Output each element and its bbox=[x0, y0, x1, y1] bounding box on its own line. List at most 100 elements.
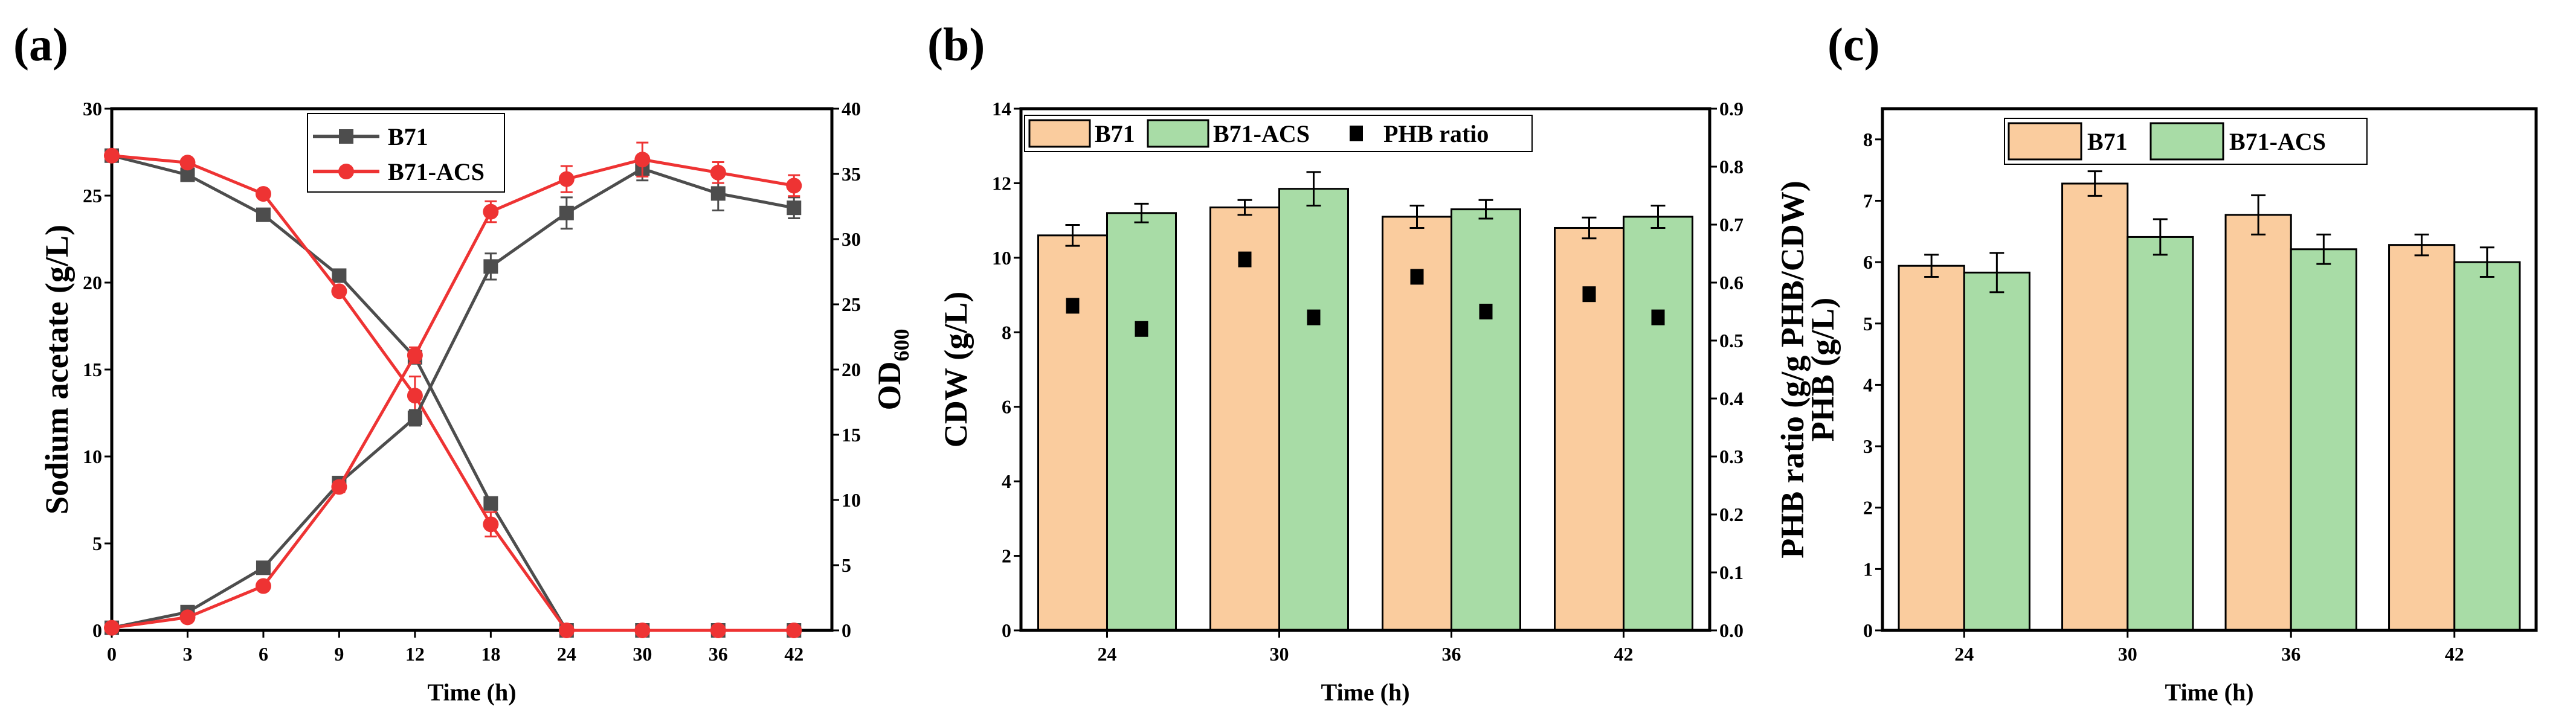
plot-frame bbox=[110, 107, 834, 632]
bar-b71 bbox=[1209, 207, 1280, 632]
y-right-tick-label: 5 bbox=[842, 554, 851, 576]
phb-ratio-point bbox=[1651, 309, 1665, 325]
panel-a-ylabel: Sodium acetate (g/L) bbox=[39, 225, 75, 514]
x-tick-label: 42 bbox=[2445, 643, 2464, 665]
y-tick-label: 25 bbox=[83, 185, 102, 207]
y-right-tick-label: 15 bbox=[842, 424, 861, 446]
panel-b-xlabel: Time (h) bbox=[1321, 679, 1409, 706]
data-point bbox=[483, 516, 499, 533]
panel-a: (a) Sodium acetate (g/L) OD600 Time (h) … bbox=[13, 18, 913, 706]
series-b71-acetate bbox=[105, 148, 802, 638]
y-tick-label: 0 bbox=[1863, 620, 1873, 641]
data-point bbox=[483, 203, 499, 220]
data-point bbox=[786, 623, 802, 638]
panel-a-legend: B71 B71-ACS bbox=[307, 113, 505, 193]
y-tick-label: 8 bbox=[1002, 321, 1011, 343]
legend-swatch bbox=[1147, 119, 1209, 148]
legend-label-b71: B71 bbox=[388, 123, 428, 150]
y-tick-label: 7 bbox=[1863, 190, 1873, 211]
bar-b71-acs bbox=[2290, 248, 2357, 632]
data-point bbox=[104, 147, 120, 164]
legend-label: B71 bbox=[1095, 120, 1135, 147]
data-point bbox=[483, 496, 498, 511]
legend-marker bbox=[1350, 126, 1363, 141]
plot-frame bbox=[1881, 107, 2538, 632]
data-point bbox=[407, 388, 423, 404]
bar-b71 bbox=[2224, 214, 2292, 632]
y-right-tick-label: 0.9 bbox=[1719, 98, 1744, 120]
bar-b71 bbox=[2388, 244, 2456, 632]
y-tick-label: 0 bbox=[92, 620, 102, 641]
phb-ratio-point bbox=[1410, 269, 1424, 285]
y-right-tick-label: 40 bbox=[842, 98, 861, 120]
data-point bbox=[179, 155, 196, 171]
data-point bbox=[634, 152, 651, 168]
y-right-tick-label: 0.4 bbox=[1719, 388, 1744, 409]
phb-ratio-point bbox=[1238, 251, 1252, 267]
data-point bbox=[255, 186, 271, 202]
y-right-tick-label: 0.3 bbox=[1719, 446, 1744, 467]
y-tick-label: 8 bbox=[1863, 129, 1873, 150]
data-point bbox=[787, 200, 802, 216]
x-tick-label: 0 bbox=[107, 643, 117, 665]
data-point bbox=[634, 623, 651, 638]
x-tick-label: 36 bbox=[2281, 643, 2301, 665]
data-point bbox=[179, 609, 196, 626]
phb-ratio-point bbox=[1307, 309, 1321, 325]
data-point bbox=[331, 479, 347, 495]
data-point bbox=[256, 207, 271, 222]
data-point bbox=[104, 620, 120, 636]
panel-c: (c) PHB (g/L) Time (h) 0 1 2 3 4 5 6 7 8 24 30 36 42… bbox=[1805, 18, 2538, 706]
data-point bbox=[407, 347, 423, 364]
y-right-tick-label: 0.7 bbox=[1719, 214, 1744, 235]
plot-frame bbox=[1019, 107, 1711, 632]
legend-swatch bbox=[2008, 122, 2082, 161]
legend-label-acs: B71-ACS bbox=[388, 158, 485, 185]
y-tick-label: 15 bbox=[83, 359, 102, 380]
data-point bbox=[559, 205, 574, 220]
data-point bbox=[710, 623, 726, 638]
data-point bbox=[558, 623, 575, 638]
x-tick-label: 36 bbox=[709, 643, 728, 665]
y-right-tick-label: 35 bbox=[842, 163, 861, 185]
data-point bbox=[255, 578, 271, 594]
y-right-tick-label: 30 bbox=[842, 228, 861, 250]
x-tick-label: 24 bbox=[1954, 643, 1974, 665]
data-point bbox=[710, 164, 726, 181]
series-b71-acs-acetate bbox=[104, 147, 802, 638]
y-tick-label: 5 bbox=[1863, 313, 1873, 335]
legend-marker-b71 bbox=[339, 129, 353, 144]
bar-b71-acs bbox=[1623, 216, 1693, 632]
od-label: OD bbox=[871, 362, 907, 411]
data-point bbox=[786, 178, 802, 194]
legend-label: PHB ratio bbox=[1383, 120, 1489, 147]
y-tick-label: 30 bbox=[83, 98, 102, 120]
panel-a-label: (a) bbox=[13, 18, 68, 71]
series-line bbox=[111, 158, 794, 630]
phb-ratio-point bbox=[1479, 304, 1493, 319]
bar-b71-acs bbox=[1278, 188, 1349, 632]
y-tick-label: 20 bbox=[83, 272, 102, 293]
y-tick-label: 10 bbox=[992, 247, 1011, 269]
series-line bbox=[111, 167, 794, 630]
y-tick-label: 1 bbox=[1863, 558, 1873, 580]
legend-swatch bbox=[1028, 119, 1091, 148]
legend-marker-acs bbox=[338, 164, 354, 179]
y-right-tick-label: 0.0 bbox=[1719, 620, 1744, 641]
od-subscript: 600 bbox=[889, 329, 913, 362]
phb-ratio-point bbox=[1066, 298, 1080, 314]
x-tick-label: 18 bbox=[481, 643, 500, 665]
bar-b71-acs bbox=[2453, 261, 2521, 632]
legend: B71 B71-ACS bbox=[2004, 118, 2368, 165]
x-tick-label: 42 bbox=[1614, 643, 1634, 665]
x-tick-label: 36 bbox=[1442, 643, 1461, 665]
y-right-tick-label: 0.1 bbox=[1719, 562, 1744, 583]
y-right-tick-label: 0.5 bbox=[1719, 330, 1744, 351]
data-point bbox=[483, 259, 498, 274]
series-line bbox=[111, 154, 794, 632]
panel-b: (b) CDW (g/L) PHB ratio (g/g PHB/CDW) Ti… bbox=[927, 18, 1811, 706]
x-tick-label: 6 bbox=[259, 643, 268, 665]
x-tick-label: 12 bbox=[405, 643, 425, 665]
y-right-tick-label: 0.6 bbox=[1719, 272, 1744, 293]
